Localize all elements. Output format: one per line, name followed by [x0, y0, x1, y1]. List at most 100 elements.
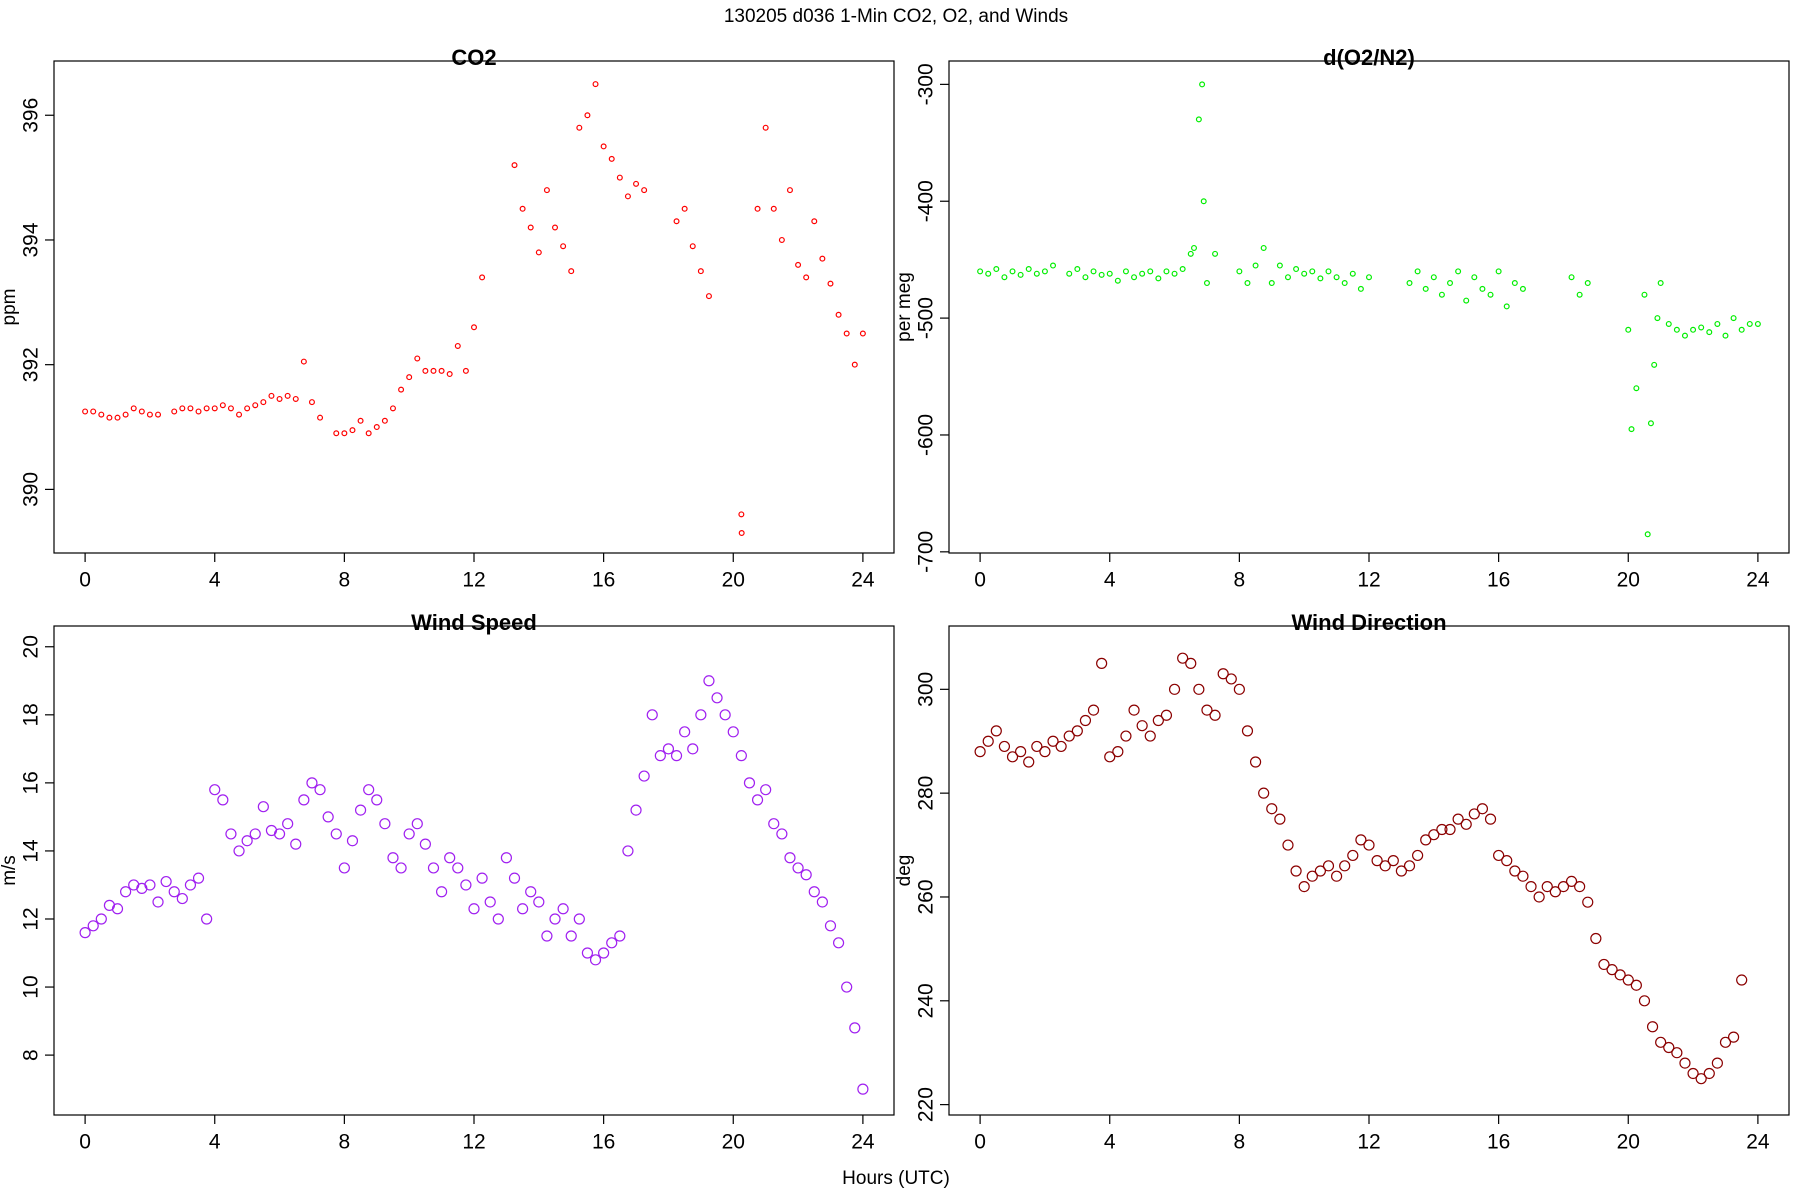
point — [646, 709, 658, 721]
point — [363, 784, 375, 796]
point — [1517, 870, 1529, 882]
point — [1293, 266, 1300, 273]
point — [1274, 813, 1286, 825]
point — [835, 311, 842, 318]
x-tick-label: 20 — [722, 569, 745, 592]
point — [219, 402, 226, 409]
point — [1260, 244, 1267, 251]
y-tick-label: -500 — [915, 297, 938, 339]
y-tick-label: 18 — [20, 703, 43, 726]
point — [209, 784, 221, 796]
point — [622, 845, 634, 857]
point — [152, 896, 164, 908]
point — [1557, 880, 1570, 893]
point — [1495, 268, 1502, 275]
point — [985, 270, 992, 277]
point — [476, 872, 488, 884]
point — [1041, 268, 1048, 275]
point — [527, 224, 534, 231]
point — [179, 405, 186, 412]
point — [298, 794, 310, 806]
point — [565, 930, 577, 942]
point — [1104, 751, 1116, 763]
point — [1199, 81, 1206, 88]
point — [792, 862, 804, 874]
point — [282, 818, 294, 830]
point — [1341, 280, 1348, 287]
point — [719, 709, 731, 721]
point — [446, 371, 453, 378]
y-tick-label: 300 — [915, 672, 938, 707]
point — [444, 852, 456, 864]
point — [201, 913, 213, 925]
point — [533, 896, 545, 908]
point — [233, 845, 245, 857]
point — [1363, 839, 1375, 851]
point — [1177, 652, 1189, 664]
point — [1233, 683, 1245, 695]
point — [1657, 280, 1664, 287]
point — [1460, 818, 1472, 830]
y-tick-label: -300 — [915, 63, 938, 105]
point — [705, 293, 712, 300]
point — [1525, 880, 1537, 893]
point — [606, 937, 618, 949]
point — [784, 852, 796, 864]
point — [211, 405, 218, 412]
point — [535, 249, 542, 256]
y-tick-label: 392 — [20, 347, 43, 382]
point — [1309, 268, 1316, 275]
x-tick-label: 8 — [1234, 1131, 1246, 1154]
point — [357, 417, 364, 424]
point — [1698, 324, 1705, 331]
point — [1630, 979, 1642, 991]
point — [1671, 1047, 1683, 1059]
point — [1727, 1031, 1740, 1043]
point — [1284, 274, 1291, 281]
point — [1519, 285, 1526, 292]
point — [681, 205, 688, 212]
point — [1200, 198, 1207, 205]
point — [1087, 704, 1100, 716]
point — [87, 920, 99, 932]
x-tick-label: 12 — [1357, 569, 1380, 592]
point — [1655, 1036, 1667, 1048]
point — [1422, 285, 1429, 292]
point — [1209, 709, 1221, 721]
point — [1703, 1067, 1715, 1080]
point — [187, 405, 194, 412]
point — [1249, 756, 1262, 768]
point — [1152, 714, 1164, 727]
point — [452, 862, 464, 874]
point — [138, 408, 145, 415]
point — [695, 709, 707, 721]
point — [82, 408, 89, 415]
x-tick-label: 20 — [722, 1131, 745, 1154]
point — [1414, 268, 1421, 275]
point — [1009, 268, 1016, 275]
point — [760, 784, 772, 796]
point — [1212, 250, 1219, 257]
point — [1484, 813, 1497, 825]
point — [1503, 303, 1510, 310]
point — [1638, 995, 1651, 1007]
point — [1447, 280, 1454, 287]
point — [1171, 270, 1178, 277]
point — [1236, 268, 1243, 275]
point — [236, 411, 243, 418]
point — [803, 274, 810, 281]
point — [317, 414, 324, 421]
point — [130, 405, 137, 412]
point — [1395, 865, 1408, 877]
point — [427, 862, 440, 874]
point — [1201, 704, 1213, 716]
point — [1487, 291, 1494, 298]
point — [168, 886, 180, 898]
point — [1144, 730, 1156, 742]
point — [365, 430, 372, 437]
point — [738, 530, 745, 537]
point — [373, 424, 380, 431]
point — [1598, 958, 1610, 971]
point — [849, 1022, 861, 1034]
point — [511, 162, 518, 169]
